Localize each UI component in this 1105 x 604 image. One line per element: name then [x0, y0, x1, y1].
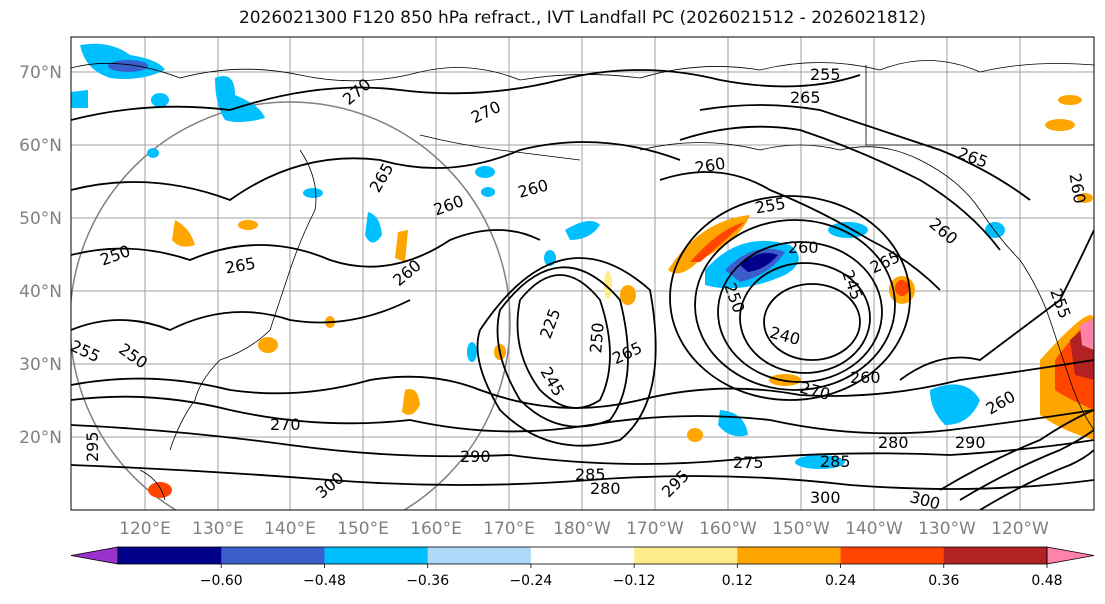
colorbar: −0.60 −0.48 −0.36 −0.24 −0.12 0.12 0.24 0.36 0.4… [70, 546, 1095, 589]
colorbar-segment [530, 547, 635, 564]
lon-label: 130°E [192, 519, 244, 539]
lon-label: 150°W [772, 519, 830, 539]
anomaly-shading [71, 43, 1094, 498]
colorbar-tick-label: −0.60 [200, 573, 243, 589]
lon-label: 170°W [626, 519, 684, 539]
lon-label: 140°E [264, 519, 316, 539]
map-title: 2026021300 F120 850 hPa refract., IVT La… [238, 8, 926, 28]
colorbar-segment [221, 547, 325, 564]
lon-label: 170°E [483, 519, 535, 539]
colorbar-segment [427, 547, 532, 564]
contour-label: 270 [270, 415, 301, 434]
colorbar-segment [943, 547, 1048, 564]
colorbar-tick-label: −0.12 [613, 573, 656, 589]
contour-label: 280 [590, 479, 621, 498]
lon-label: 150°E [337, 519, 389, 539]
contour-label: 285 [575, 465, 606, 484]
latitude-axis: 70°N 60°N 50°N 40°N 30°N 20°N [19, 63, 62, 448]
colorbar-extend-high [1046, 546, 1095, 565]
contour-label: 275 [733, 453, 764, 472]
colorbar-tick-label: 0.12 [722, 573, 753, 589]
contour-label: 300 [810, 488, 841, 507]
contour-label: 260 [850, 368, 881, 387]
lon-label: 120°W [991, 519, 1049, 539]
lat-label: 60°N [19, 136, 62, 156]
contour-label: 255 [810, 65, 841, 84]
colorbar-segment [737, 547, 842, 564]
lon-label: 120°E [119, 519, 171, 539]
coastlines [71, 60, 1094, 501]
lon-label: 180°W [553, 519, 611, 539]
contour-label: 250 [586, 322, 608, 354]
range-circle [71, 101, 511, 510]
contour-label: 260 [788, 238, 819, 257]
contour-label-group: 270 270 265 260 260 250 255 250 260 260 … [67, 65, 1089, 513]
contours [71, 69, 1094, 510]
lat-label: 50°N [19, 209, 62, 229]
contour-label: 290 [460, 447, 491, 466]
colorbar-tick-label: 0.24 [825, 573, 856, 589]
lat-label: 70°N [19, 63, 62, 83]
lon-label: 130°W [918, 519, 976, 539]
colorbar-tick-label: −0.36 [406, 573, 449, 589]
colorbar-segment [324, 547, 429, 564]
contour-label: 280 [878, 433, 909, 452]
map-border [70, 36, 1095, 511]
colorbar-tick-label: −0.48 [303, 573, 346, 589]
contour-label: 295 [83, 431, 102, 462]
contour-label: 290 [955, 433, 986, 452]
longitude-axis: 120°E 130°E 140°E 150°E 160°E 170°E 180°… [119, 519, 1049, 539]
colorbar-extend-low [70, 546, 119, 565]
lon-label: 140°W [845, 519, 903, 539]
contour-label: 285 [820, 452, 851, 471]
graticule [71, 37, 1094, 510]
colorbar-segment [118, 547, 222, 564]
colorbar-outline [117, 546, 1048, 565]
lon-label: 160°W [699, 519, 757, 539]
lat-label: 30°N [19, 355, 62, 375]
lon-label: 160°E [410, 519, 462, 539]
contour-label: 265 [790, 88, 821, 107]
lat-label: 40°N [19, 282, 62, 302]
colorbar-tick-label: 0.48 [1031, 573, 1062, 589]
colorbar-segment [840, 547, 945, 564]
colorbar-segment [634, 547, 738, 564]
colorbar-tick-label: −0.24 [509, 573, 552, 589]
lat-label: 20°N [19, 428, 62, 448]
colorbar-tick-label: 0.36 [928, 573, 959, 589]
